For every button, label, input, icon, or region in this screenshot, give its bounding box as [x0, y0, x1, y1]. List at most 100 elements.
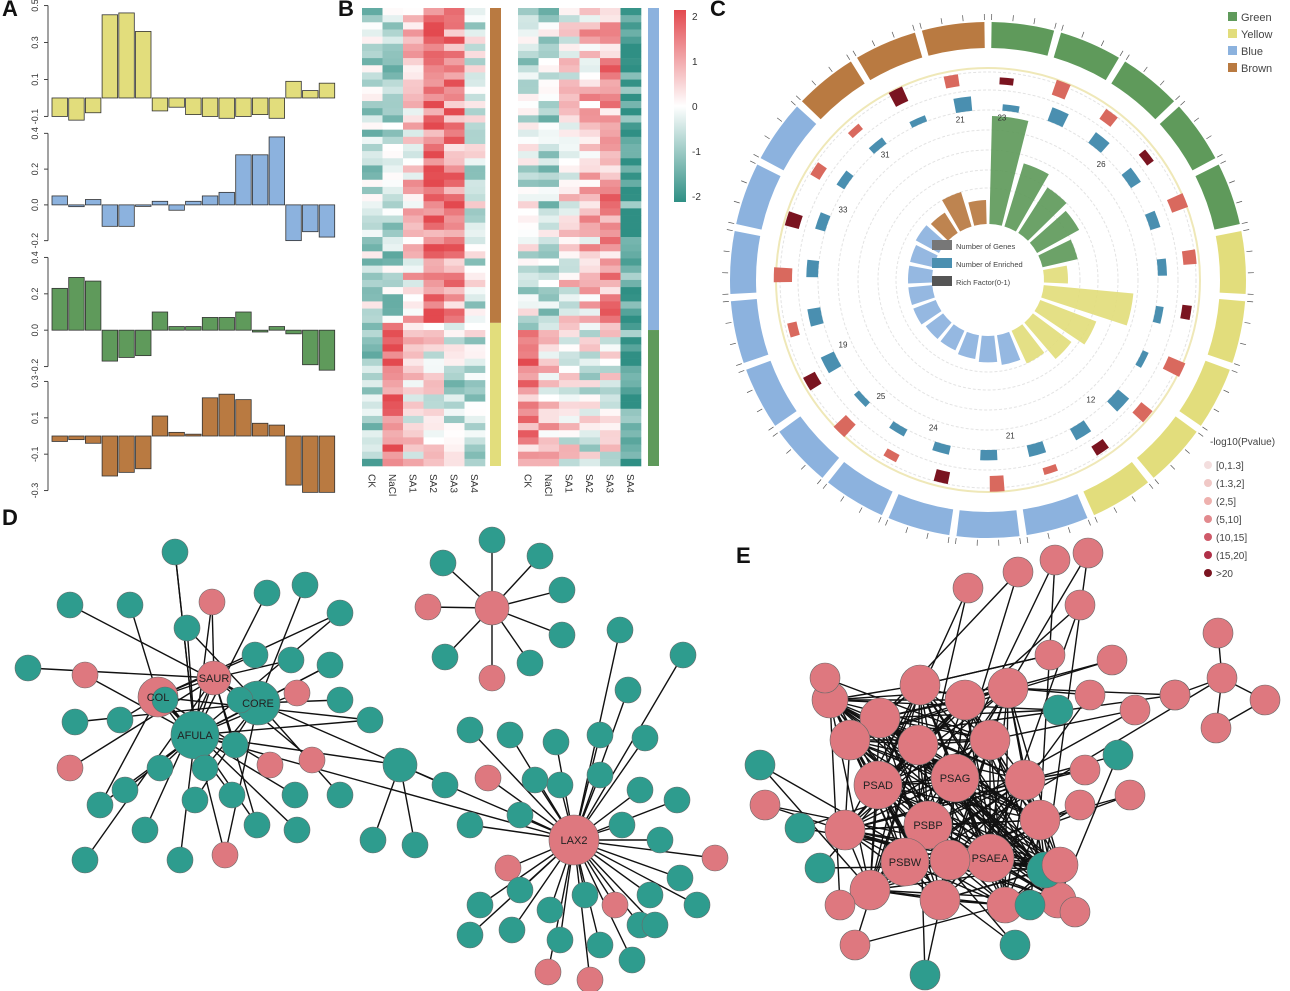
scale-tick	[1159, 80, 1165, 86]
heat-cell	[600, 330, 621, 338]
heat-cell	[538, 294, 560, 302]
heat-cell	[382, 394, 404, 402]
module-legend-label: Blue	[1241, 46, 1263, 58]
hub-label: PSAG	[940, 773, 971, 785]
bar	[168, 431, 185, 437]
bar	[101, 204, 118, 227]
network-d-nodes: COL SAUR CORE AFULA LAX2	[14, 526, 729, 991]
gene-count-bar	[773, 267, 793, 283]
heat-cell	[444, 208, 465, 216]
heat-cell	[518, 351, 539, 359]
heat-cell	[403, 244, 424, 252]
heat-cell	[444, 308, 465, 317]
pvalue-legend-dot	[1204, 515, 1212, 523]
bar	[218, 393, 235, 437]
gene-count-bar	[999, 77, 1014, 86]
heat-cell	[620, 222, 642, 231]
heat-cell	[600, 287, 621, 295]
heat-cell	[423, 451, 445, 460]
heat-cell	[559, 287, 580, 295]
heat-cell	[403, 43, 424, 52]
module-legend-label: Yellow	[1241, 29, 1272, 41]
heat-cell	[559, 444, 580, 452]
network-edge	[917, 744, 1041, 821]
bar	[168, 97, 185, 108]
network-node	[196, 660, 232, 696]
heat-cell	[620, 387, 642, 395]
heat-cell	[444, 272, 465, 281]
heat-cell	[559, 58, 580, 66]
heat-cell	[423, 79, 445, 88]
enriched-bar	[1156, 258, 1168, 276]
heat-cell	[538, 265, 560, 274]
network-node	[666, 864, 694, 892]
network-node	[784, 812, 816, 844]
network-node	[526, 542, 554, 570]
heat-cell	[423, 143, 445, 152]
network-node	[431, 643, 459, 671]
scale-tick	[1047, 532, 1050, 539]
heat-cell	[382, 186, 404, 195]
heat-cell	[620, 423, 642, 431]
heat-cell	[382, 337, 404, 345]
network-node	[683, 891, 711, 919]
heat-cell	[538, 65, 560, 73]
bar	[201, 397, 219, 437]
heat-cell	[518, 251, 539, 259]
y-tick-label: 0.0	[30, 324, 40, 337]
heat-cell	[559, 322, 580, 331]
heat-cell	[538, 79, 560, 88]
heat-cell	[518, 394, 539, 402]
bar	[268, 136, 286, 206]
scale-tick	[753, 154, 760, 158]
heat-cell	[600, 93, 621, 102]
color-scale-label: 0	[692, 102, 698, 113]
heat-cell	[423, 15, 445, 23]
scale-tick	[858, 507, 863, 513]
enriched-bar	[980, 449, 998, 461]
module-segment	[857, 32, 923, 81]
heat-cell	[518, 415, 539, 424]
rich-factor-bar	[1043, 265, 1068, 284]
heat-cell	[579, 50, 601, 59]
heat-cell	[559, 365, 580, 374]
bar	[285, 435, 302, 486]
heat-cell	[403, 408, 424, 417]
network-node	[909, 959, 941, 991]
heat-cell	[423, 194, 445, 202]
gene-count-bar	[833, 415, 856, 438]
scale-tick	[947, 537, 950, 544]
module-segment	[827, 461, 893, 516]
heat-cell	[444, 337, 465, 345]
heat-cell	[559, 408, 580, 417]
heat-cell	[579, 129, 601, 138]
heat-cell	[403, 86, 424, 95]
heat-cell	[579, 308, 601, 317]
heat-cell	[620, 115, 642, 123]
heat-cell	[382, 215, 404, 223]
heat-cell	[559, 201, 580, 209]
network-node	[431, 771, 459, 799]
color-scale-label: 1	[692, 57, 698, 68]
heat-cell	[464, 43, 486, 52]
heat-cell	[362, 65, 383, 73]
network-node	[71, 846, 99, 874]
heat-cell	[423, 294, 445, 302]
network-edge	[854, 744, 919, 946]
heat-cell	[382, 244, 404, 252]
hub-label: PSAEA	[972, 853, 1009, 865]
heat-cell	[444, 430, 465, 438]
network-node	[608, 811, 636, 839]
heat-cell	[579, 237, 601, 245]
scale-tick	[728, 221, 735, 224]
heat-cell	[362, 437, 383, 445]
heat-cell	[600, 279, 621, 288]
heat-cell	[538, 158, 560, 166]
gene-count-bar	[888, 86, 909, 107]
bar	[135, 204, 152, 207]
heat-cell	[600, 158, 621, 166]
network-node	[494, 854, 522, 882]
heat-cell	[444, 101, 465, 109]
network-node	[298, 746, 326, 774]
network-node	[849, 869, 891, 911]
